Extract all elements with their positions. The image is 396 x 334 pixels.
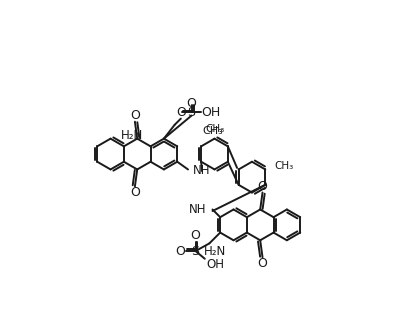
Text: H₂N: H₂N: [121, 129, 143, 142]
Text: O: O: [130, 109, 140, 122]
Text: NH: NH: [189, 203, 206, 216]
Text: H₂N: H₂N: [204, 244, 226, 258]
Text: CH₃: CH₃: [205, 124, 224, 134]
Text: OH: OH: [202, 106, 221, 119]
Text: O: O: [190, 229, 200, 242]
Text: O: O: [187, 97, 196, 110]
Text: CH₃: CH₃: [203, 126, 223, 136]
Text: O: O: [257, 257, 267, 270]
Text: O: O: [175, 244, 185, 258]
Text: O: O: [177, 106, 187, 119]
Text: O: O: [130, 186, 140, 199]
Text: CH₃: CH₃: [274, 161, 294, 171]
Text: S: S: [188, 106, 196, 119]
Text: S: S: [192, 244, 200, 258]
Text: OH: OH: [206, 259, 225, 272]
Text: O: O: [257, 180, 267, 193]
Text: NH: NH: [192, 164, 210, 177]
